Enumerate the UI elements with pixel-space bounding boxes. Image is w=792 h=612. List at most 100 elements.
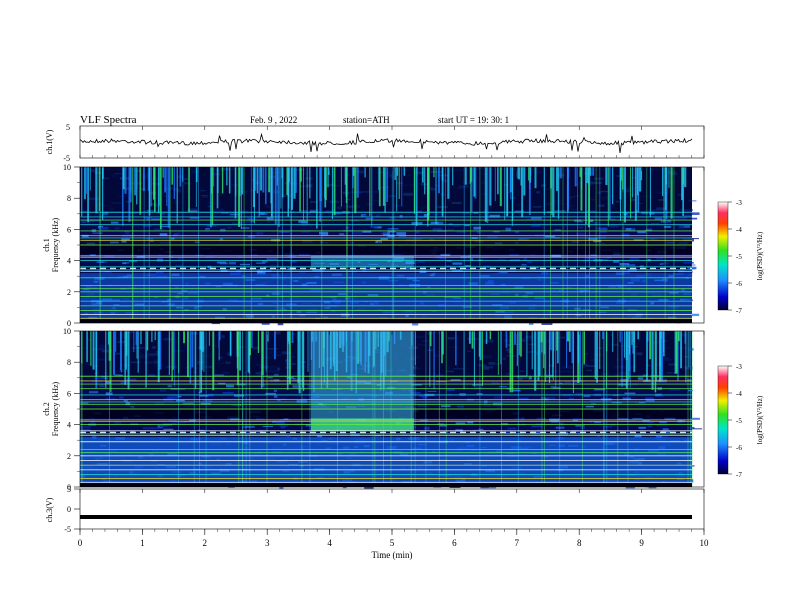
spec-noise [503,431,513,434]
spec-noise [364,267,375,270]
spec-sferic [241,167,244,195]
spec-noise [432,228,442,231]
spec-noise [586,210,596,213]
spec-noise [642,374,648,377]
spec-sferic [670,167,673,219]
spec-sferic [447,167,450,199]
spec-noise [275,435,287,437]
spec-sferic [210,167,212,228]
spec-sferic [309,167,311,199]
spec-sferic [154,331,156,341]
spec-sferic [159,331,162,370]
spec-noise [641,211,648,215]
spec-sferic [552,331,554,368]
spec-sferic [316,167,318,229]
spec-noise [350,220,359,222]
spec-noise [527,261,532,264]
spec-sferic [685,331,687,383]
spec-noise [576,232,586,235]
spec-noise [114,373,123,376]
spec-sferic [179,167,182,187]
ch2-colorbar-label: log(PSD)(V²/Hz) [756,395,764,444]
spec-noise [607,218,616,221]
spec-sferic [171,167,173,185]
ch1-spec-ylabel-top: ch.1 [42,238,51,252]
spec-noise [364,486,374,489]
spec-noise [270,264,279,266]
spec-sferic [307,331,309,372]
spec-sferic-full [691,331,693,487]
spec-sferic [268,167,271,193]
spec-sferic [261,331,263,389]
spec-sferic [516,167,518,179]
spec-noise [228,261,236,265]
spec-noise [611,401,622,404]
spec-noise [559,422,564,426]
spec-noise [114,421,122,425]
colorbar-tick-label: -4 [736,390,742,398]
spec-noise [411,384,422,386]
spec-sferic [552,167,555,218]
spec-noise [499,386,508,388]
spec-sferic [286,167,289,195]
spec-noise [594,388,605,391]
spec-sferic [299,167,301,212]
freq-tick-label: 0 [67,319,71,328]
spec-noise [258,212,265,215]
spec-noise [116,429,126,431]
spec-noise [613,260,620,263]
spec-noise [284,419,292,422]
spec-noise [623,211,634,215]
spec-noise [262,425,274,427]
spec-noise [491,382,500,384]
freq-tick-label: 6 [67,389,71,398]
spec-sferic [594,331,597,379]
spec-noise [173,233,178,237]
spec-noise [683,262,694,264]
spec-sferic [550,167,552,189]
spec-noise [649,237,655,241]
spec-sferic [427,167,430,221]
spec-noise [182,402,194,405]
spec-sferic [528,167,530,181]
spec-noise [220,228,226,232]
spec-sferic [85,167,87,194]
spec-noise [635,402,639,404]
ch3-waveform-panel: 50-5 ch.3(V) [45,485,705,534]
spec-sferic [384,167,386,213]
spec-noise [349,241,355,245]
spec-sferic [500,331,502,364]
spec-noise [639,265,644,268]
spec-noise [645,397,654,400]
spec-sferic [416,167,418,176]
freq-tick-label: 2 [67,288,71,297]
spec-sferic [274,331,276,360]
spec-noise [669,389,680,391]
spec-noise [352,231,363,235]
spec-noise [239,263,250,266]
spec-bottom-stripe [80,319,692,323]
spec-sferic [135,331,138,346]
spec-noise [280,426,286,429]
spec-sferic [369,167,371,217]
spec-sferic [468,331,471,344]
spec-burst-region [310,255,414,267]
spec-noise [142,225,152,227]
spec-sferic [429,331,431,387]
spec-sferic [499,167,502,207]
ch2-spec-ylabel-freq: Frequency (kHz) [51,381,60,436]
spec-noise [520,419,526,422]
spec-noise [198,429,205,431]
spec-sferic [602,331,604,340]
spec-sferic [133,331,135,352]
spec-sferic [511,331,514,393]
spec-sferic [455,331,457,366]
spec-noise [155,420,166,422]
ch2-spectrogram-image [80,331,703,489]
spec-sferic [352,167,354,189]
spec-sferic [278,167,280,227]
spec-sferic [433,167,435,178]
spec-sferic [195,167,197,208]
spec-sferic [200,331,203,393]
spec-sferic [145,331,147,388]
